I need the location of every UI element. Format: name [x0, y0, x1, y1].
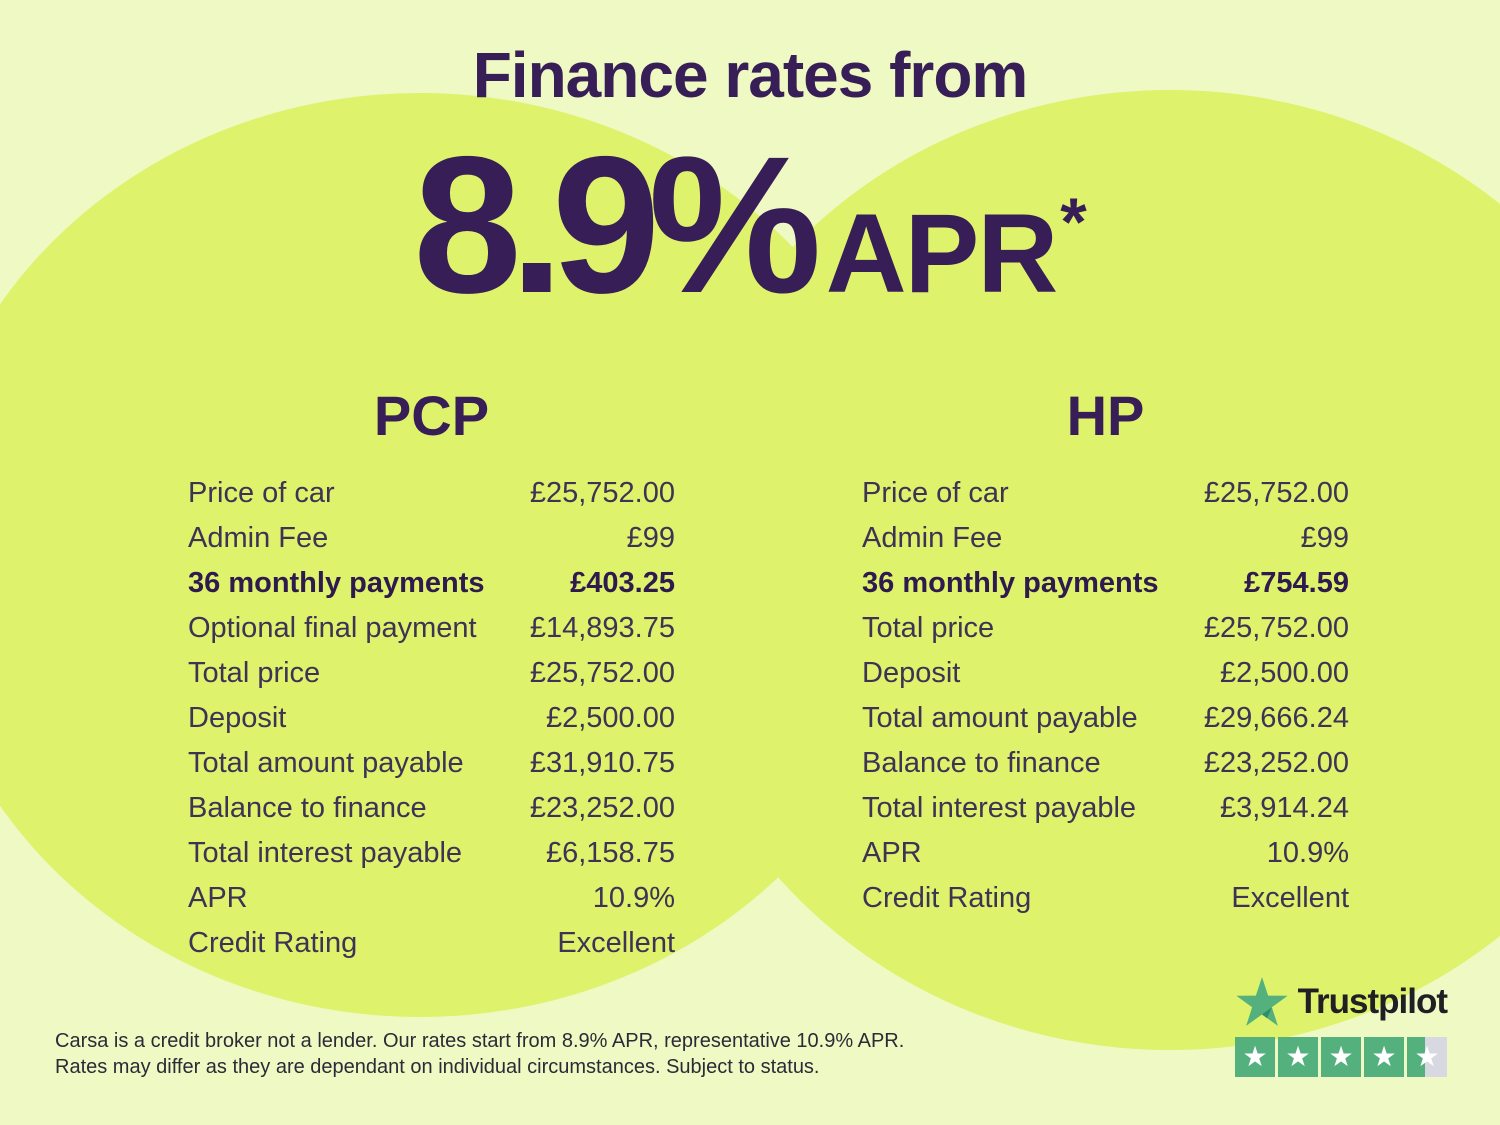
row-value: Excellent [557, 927, 675, 959]
rate-asterisk: * [1060, 184, 1087, 260]
row-label: APR [862, 837, 922, 869]
row-value: £3,914.24 [1219, 792, 1349, 824]
rating-star-box: ★ [1407, 1037, 1447, 1077]
row-value: £25,752.00 [529, 657, 675, 689]
row-label: Price of car [862, 477, 1009, 509]
row-label: Balance to finance [188, 792, 427, 824]
row-value: £6,158.75 [545, 837, 675, 869]
row-label: Total price [188, 657, 321, 689]
rating-star-box: ★ [1321, 1037, 1361, 1077]
trustpilot-logo: Trustpilot [1235, 976, 1448, 1028]
row-label: Balance to finance [862, 747, 1101, 779]
finance-row: Total interest payable £3,914.24 [862, 791, 1349, 825]
hp-table: Price of car £25,752.00 Admin Fee £99 36… [862, 476, 1349, 915]
finance-row: Total amount payable £31,910.75 [188, 746, 675, 780]
star-icon: ★ [1242, 1041, 1268, 1072]
row-value: £99 [626, 522, 675, 554]
finance-row: Total interest payable £6,158.75 [188, 836, 675, 870]
trustpilot-star-icon [1235, 977, 1288, 1026]
pcp-table: Price of car £25,752.00 Admin Fee £99 36… [188, 476, 675, 960]
row-label: Admin Fee [188, 522, 329, 554]
pcp-column: PCP Price of car £25,752.00 Admin Fee £9… [188, 384, 675, 960]
row-label: Total amount payable [188, 747, 464, 779]
row-value: £23,252.00 [1203, 747, 1349, 779]
finance-row: Total amount payable £29,666.24 [862, 701, 1349, 735]
finance-row: APR 10.9% [862, 836, 1349, 870]
page-title: Finance rates from [472, 39, 1029, 111]
finance-row: Total price £25,752.00 [188, 656, 675, 690]
row-value: £403.25 [570, 567, 675, 599]
row-label: Optional final payment [188, 612, 477, 644]
star-icon: ★ [1285, 1041, 1311, 1072]
trustpilot-block: Trustpilot ★ ★ ★ ★ ★ [1235, 976, 1448, 1077]
row-value: £25,752.00 [529, 477, 675, 509]
row-label: Credit Rating [862, 882, 1032, 914]
row-label: 36 monthly payments [188, 567, 485, 599]
right-circle [660, 90, 1500, 1050]
row-value: £25,752.00 [1203, 612, 1349, 644]
star-icon: ★ [1371, 1041, 1397, 1072]
row-value: £25,752.00 [1203, 477, 1349, 509]
left-circle [0, 93, 920, 1017]
row-label: 36 monthly payments [862, 567, 1159, 599]
row-label: APR [188, 882, 248, 914]
finance-row: Deposit £2,500.00 [862, 656, 1349, 690]
finance-row: Price of car £25,752.00 [862, 476, 1349, 510]
finance-row: Optional final payment £14,893.75 [188, 611, 675, 645]
row-label: Total interest payable [188, 837, 463, 869]
row-value: £23,252.00 [529, 792, 675, 824]
row-value: £2,500.00 [1219, 657, 1349, 689]
disclaimer: Carsa is a credit broker not a lender. O… [55, 1028, 904, 1080]
row-label: Price of car [188, 477, 335, 509]
star-icon: ★ [1328, 1041, 1354, 1072]
star-icon: ★ [1414, 1041, 1440, 1072]
row-label: Credit Rating [188, 927, 358, 959]
rating-star-box: ★ [1278, 1037, 1318, 1077]
rate-value: 8.9% [413, 116, 821, 334]
hp-column: HP Price of car £25,752.00 Admin Fee £99… [862, 384, 1349, 915]
row-label: Deposit [862, 657, 961, 689]
finance-row: Price of car £25,752.00 [188, 476, 675, 510]
disclaimer-line-1: Carsa is a credit broker not a lender. O… [55, 1030, 905, 1052]
finance-row: Admin Fee £99 [862, 521, 1349, 555]
finance-row: 36 monthly payments £754.59 [862, 566, 1349, 600]
rating-star-box: ★ [1364, 1037, 1404, 1077]
rate-unit: APR [825, 191, 1058, 316]
row-label: Total amount payable [862, 702, 1138, 734]
hp-title: HP [1066, 384, 1145, 447]
finance-row: 36 monthly payments £403.25 [188, 566, 675, 600]
row-value: 10.9% [1266, 837, 1349, 869]
finance-row: Credit Rating Excellent [188, 926, 675, 960]
row-value: £2,500.00 [545, 702, 675, 734]
finance-row: Credit Rating Excellent [862, 881, 1349, 915]
row-value: £29,666.24 [1203, 702, 1349, 734]
star-rating: ★ ★ ★ ★ ★ [1235, 1037, 1447, 1077]
row-label: Admin Fee [862, 522, 1003, 554]
disclaimer-line-2: Rates may differ as they are dependant o… [55, 1056, 820, 1078]
row-label: Deposit [188, 702, 287, 734]
row-label: Total interest payable [862, 792, 1137, 824]
row-value: Excellent [1231, 882, 1349, 914]
row-label: Total price [862, 612, 995, 644]
row-value: £754.59 [1244, 567, 1349, 599]
pcp-title: PCP [373, 384, 490, 447]
row-value: £99 [1300, 522, 1349, 554]
finance-row: Total price £25,752.00 [862, 611, 1349, 645]
finance-row: Admin Fee £99 [188, 521, 675, 555]
finance-row: Deposit £2,500.00 [188, 701, 675, 735]
trustpilot-wordmark: Trustpilot [1297, 982, 1448, 1021]
finance-row: Balance to finance £23,252.00 [188, 791, 675, 825]
rating-star-box: ★ [1235, 1037, 1275, 1077]
finance-row: Balance to finance £23,252.00 [862, 746, 1349, 780]
headline-rate: 8.9% APR * [0, 128, 1500, 323]
row-value: £31,910.75 [529, 747, 675, 779]
row-value: £14,893.75 [529, 612, 675, 644]
row-value: 10.9% [592, 882, 675, 914]
finance-row: APR 10.9% [188, 881, 675, 915]
